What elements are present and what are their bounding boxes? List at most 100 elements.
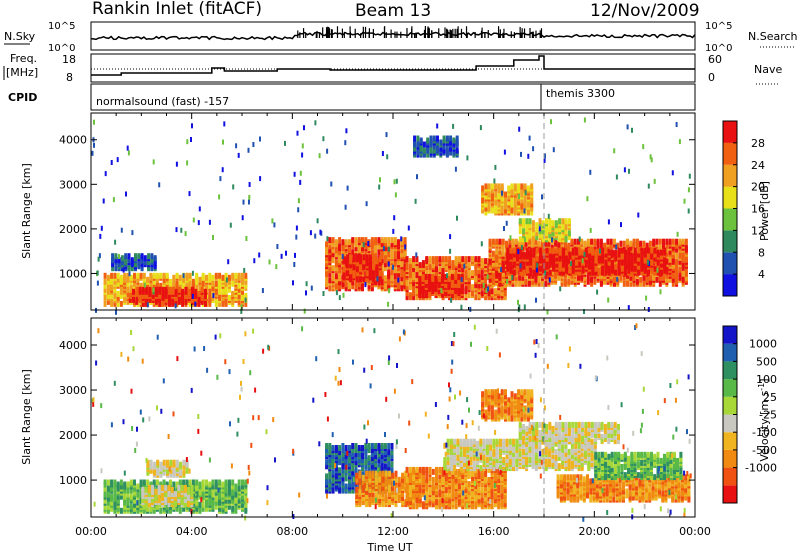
range-cell bbox=[480, 282, 484, 289]
range-cell bbox=[351, 465, 355, 472]
range-cell bbox=[115, 309, 117, 315]
range-cell bbox=[658, 238, 662, 245]
range-cell bbox=[351, 443, 355, 449]
range-cell bbox=[227, 479, 231, 486]
range-cell bbox=[98, 253, 101, 259]
range-cell bbox=[500, 284, 504, 291]
range-cell bbox=[334, 273, 338, 280]
range-cell bbox=[604, 261, 608, 268]
range-cell bbox=[535, 234, 539, 241]
range-cell bbox=[237, 292, 241, 299]
range-cell bbox=[319, 229, 322, 235]
range-cell bbox=[408, 262, 412, 269]
range-cell bbox=[127, 265, 131, 272]
range-cell bbox=[126, 280, 130, 287]
range-cell bbox=[383, 265, 387, 272]
range-cell bbox=[512, 247, 516, 254]
range-cell bbox=[102, 198, 105, 204]
range-cell bbox=[201, 505, 205, 512]
range-cell bbox=[520, 201, 524, 208]
range-cell bbox=[231, 505, 235, 512]
range-cell bbox=[348, 247, 351, 254]
colorbar-segment bbox=[723, 208, 737, 231]
range-cell bbox=[153, 255, 157, 262]
range-cell bbox=[172, 467, 176, 474]
range-cell bbox=[445, 135, 449, 142]
range-cell bbox=[531, 226, 535, 233]
range-cell bbox=[599, 242, 603, 249]
range-cell bbox=[558, 247, 562, 254]
range-cell bbox=[129, 493, 133, 500]
range-cell bbox=[367, 455, 371, 462]
range-cell bbox=[474, 294, 478, 301]
range-cell bbox=[349, 268, 353, 275]
colorbar-tick-label: 8 bbox=[758, 246, 765, 259]
range-cell bbox=[224, 284, 228, 291]
range-cell bbox=[328, 469, 332, 476]
range-cell bbox=[146, 479, 150, 486]
range-cell bbox=[494, 164, 497, 170]
range-cell bbox=[129, 284, 133, 291]
range-cell bbox=[535, 267, 538, 273]
range-cell bbox=[164, 484, 168, 491]
range-cell bbox=[370, 249, 374, 256]
range-cell bbox=[484, 209, 488, 216]
range-cell bbox=[244, 282, 248, 289]
range-cell bbox=[361, 465, 364, 472]
range-cell bbox=[613, 238, 616, 245]
range-cell bbox=[551, 220, 555, 227]
range-cell bbox=[428, 292, 431, 298]
range-cell bbox=[172, 278, 176, 285]
range-cell bbox=[221, 300, 225, 307]
range-cell bbox=[110, 272, 114, 279]
range-cell bbox=[508, 238, 512, 245]
range-cell bbox=[276, 244, 279, 249]
range-cell bbox=[146, 459, 150, 466]
range-cell bbox=[152, 287, 155, 293]
range-cell bbox=[464, 274, 468, 281]
y-tick-label: 4000 bbox=[59, 134, 87, 147]
range-cell bbox=[129, 503, 133, 510]
range-cell bbox=[197, 290, 201, 297]
range-cell bbox=[365, 276, 369, 283]
colorbar-segment bbox=[723, 274, 737, 296]
range-cell bbox=[208, 288, 212, 295]
range-cell bbox=[495, 260, 499, 267]
range-cell bbox=[380, 265, 384, 272]
range-cell bbox=[559, 286, 562, 292]
range-cell bbox=[280, 253, 283, 259]
range-cell bbox=[318, 153, 321, 159]
range-cell bbox=[147, 501, 151, 508]
range-cell bbox=[331, 469, 335, 476]
range-cell bbox=[481, 189, 485, 196]
range-cell bbox=[607, 249, 611, 256]
range-cell bbox=[650, 259, 654, 266]
range-cell bbox=[400, 279, 404, 286]
range-cell bbox=[561, 247, 565, 254]
range-cell bbox=[338, 243, 342, 250]
range-cell bbox=[620, 247, 624, 254]
range-cell bbox=[434, 275, 438, 282]
range-cell bbox=[355, 266, 359, 273]
range-cell bbox=[400, 247, 404, 254]
range-cell bbox=[190, 296, 194, 303]
range-cell bbox=[501, 258, 505, 265]
date-title: 12/Nov/2009 bbox=[590, 1, 700, 21]
range-cell bbox=[151, 484, 155, 491]
range-cell bbox=[147, 253, 151, 260]
range-cell bbox=[187, 292, 191, 299]
range-cell bbox=[159, 461, 163, 468]
range-cell bbox=[480, 268, 484, 275]
range-cell bbox=[380, 257, 384, 264]
range-cell bbox=[508, 274, 512, 281]
range-cell bbox=[110, 505, 114, 512]
range-cell bbox=[237, 485, 241, 492]
range-cell bbox=[536, 262, 539, 268]
range-cell bbox=[538, 218, 542, 225]
noise-tick-top-right: 10^5 bbox=[705, 21, 732, 32]
range-cell bbox=[491, 274, 495, 281]
range-cell bbox=[551, 237, 553, 243]
range-cell bbox=[126, 284, 130, 291]
range-cell bbox=[567, 218, 571, 225]
range-cell bbox=[110, 493, 114, 500]
